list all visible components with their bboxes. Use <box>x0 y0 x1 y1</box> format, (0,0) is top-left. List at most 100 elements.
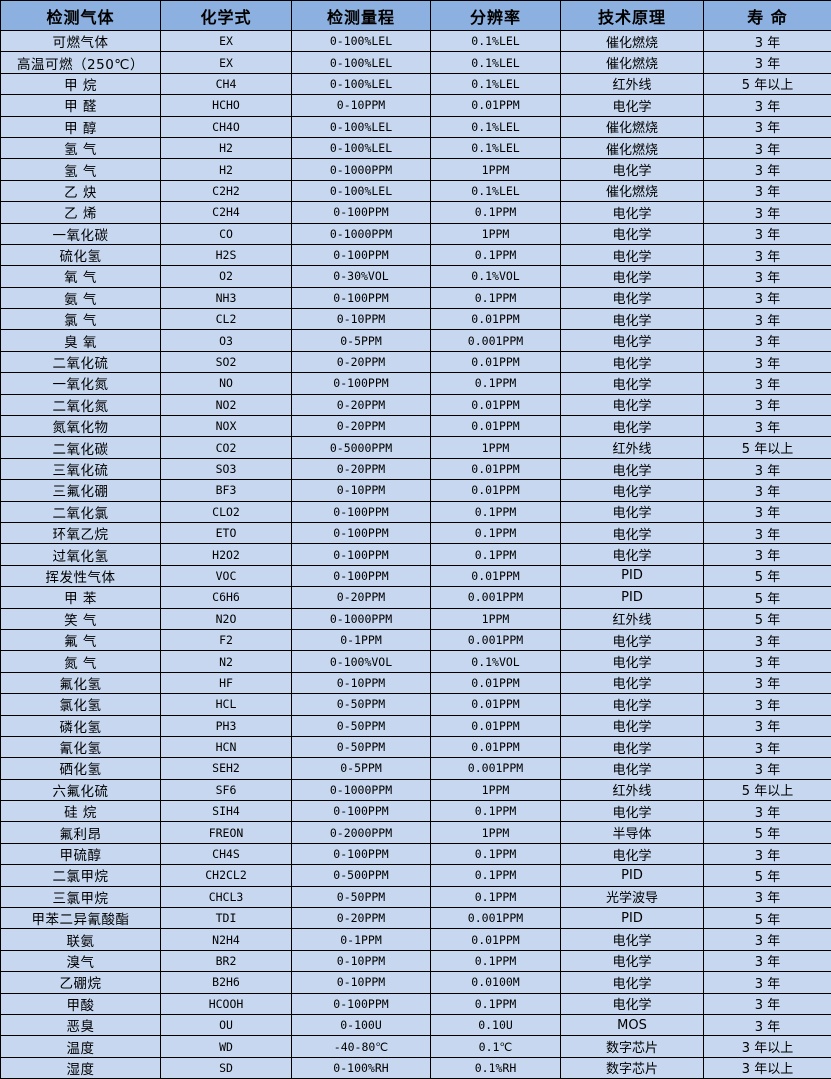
cell-formula: ETO <box>161 522 292 543</box>
cell-gas: 氟化氢 <box>1 672 161 693</box>
cell-gas: 挥发性气体 <box>1 565 161 586</box>
column-header-technology: 技术原理 <box>561 1 704 31</box>
cell-res: 0.01PPM <box>431 394 561 415</box>
cell-range: 0-50PPM <box>292 886 431 907</box>
cell-life: 3 年 <box>704 1014 831 1035</box>
cell-life: 3 年 <box>704 843 831 864</box>
cell-gas: 氟利昂 <box>1 822 161 843</box>
cell-gas: 三氧化硫 <box>1 458 161 479</box>
cell-tech: 电化学 <box>561 95 704 116</box>
cell-tech: 光学波导 <box>561 886 704 907</box>
cell-range: 0-100%LEL <box>292 180 431 201</box>
cell-formula: CO2 <box>161 437 292 458</box>
cell-formula: SO3 <box>161 458 292 479</box>
cell-gas: 氨 气 <box>1 287 161 308</box>
cell-gas: 氯化氢 <box>1 694 161 715</box>
cell-tech: 催化燃烧 <box>561 52 704 73</box>
cell-tech: 电化学 <box>561 501 704 522</box>
cell-formula: NH3 <box>161 287 292 308</box>
cell-tech: 电化学 <box>561 223 704 244</box>
cell-range: 0-100PPM <box>292 501 431 522</box>
cell-tech: 催化燃烧 <box>561 180 704 201</box>
cell-tech: 电化学 <box>561 758 704 779</box>
cell-tech: 电化学 <box>561 159 704 180</box>
cell-tech: 电化学 <box>561 993 704 1014</box>
cell-life: 3 年 <box>704 351 831 372</box>
cell-res: 0.01PPM <box>431 736 561 757</box>
cell-tech: 红外线 <box>561 437 704 458</box>
cell-gas: 乙 炔 <box>1 180 161 201</box>
cell-gas: 可燃气体 <box>1 31 161 52</box>
cell-res: 0.001PPM <box>431 587 561 608</box>
cell-tech: 电化学 <box>561 801 704 822</box>
cell-range: 0-100%LEL <box>292 137 431 158</box>
cell-gas: 乙 烯 <box>1 202 161 223</box>
cell-range: 0-100%RH <box>292 1057 431 1078</box>
cell-life: 3 年 <box>704 758 831 779</box>
cell-gas: 甲苯二异氰酸酯 <box>1 908 161 929</box>
cell-life: 3 年 <box>704 394 831 415</box>
cell-res: 0.1PPM <box>431 886 561 907</box>
cell-res: 0.01PPM <box>431 309 561 330</box>
cell-formula: TDI <box>161 908 292 929</box>
cell-res: 0.1℃ <box>431 1036 561 1057</box>
cell-gas: 二氧化碳 <box>1 437 161 458</box>
cell-gas: 乙硼烷 <box>1 972 161 993</box>
cell-formula: BF3 <box>161 480 292 501</box>
cell-gas: 一氧化氮 <box>1 373 161 394</box>
cell-gas: 臭 氧 <box>1 330 161 351</box>
cell-range: 0-1000PPM <box>292 159 431 180</box>
cell-gas: 甲 烷 <box>1 73 161 94</box>
cell-res: 0.1%VOL <box>431 266 561 287</box>
cell-life: 3 年以上 <box>704 1036 831 1057</box>
cell-life: 5 年以上 <box>704 779 831 800</box>
cell-gas: 恶臭 <box>1 1014 161 1035</box>
cell-res: 0.1PPM <box>431 522 561 543</box>
cell-gas: 二氧化氮 <box>1 394 161 415</box>
cell-range: 0-10PPM <box>292 95 431 116</box>
cell-range: 0-10PPM <box>292 972 431 993</box>
cell-formula: N2 <box>161 651 292 672</box>
cell-formula: NO <box>161 373 292 394</box>
cell-res: 0.1%LEL <box>431 116 561 137</box>
cell-tech: 电化学 <box>561 266 704 287</box>
cell-tech: 电化学 <box>561 394 704 415</box>
cell-gas: 温度 <box>1 1036 161 1057</box>
cell-gas: 溴气 <box>1 950 161 971</box>
cell-range: 0-100PPM <box>292 202 431 223</box>
cell-range: 0-20PPM <box>292 394 431 415</box>
cell-life: 3 年 <box>704 373 831 394</box>
cell-res: 0.1PPM <box>431 202 561 223</box>
cell-tech: 半导体 <box>561 822 704 843</box>
cell-formula: BR2 <box>161 950 292 971</box>
cell-res: 0.001PPM <box>431 758 561 779</box>
cell-tech: 电化学 <box>561 330 704 351</box>
cell-formula: CH4O <box>161 116 292 137</box>
cell-res: 0.01PPM <box>431 416 561 437</box>
cell-formula: SD <box>161 1057 292 1078</box>
cell-life: 5 年以上 <box>704 437 831 458</box>
cell-formula: H2O2 <box>161 544 292 565</box>
cell-gas: 甲 醇 <box>1 116 161 137</box>
cell-res: 0.1PPM <box>431 865 561 886</box>
cell-formula: HCN <box>161 736 292 757</box>
cell-gas: 甲酸 <box>1 993 161 1014</box>
cell-res: 0.1PPM <box>431 244 561 265</box>
